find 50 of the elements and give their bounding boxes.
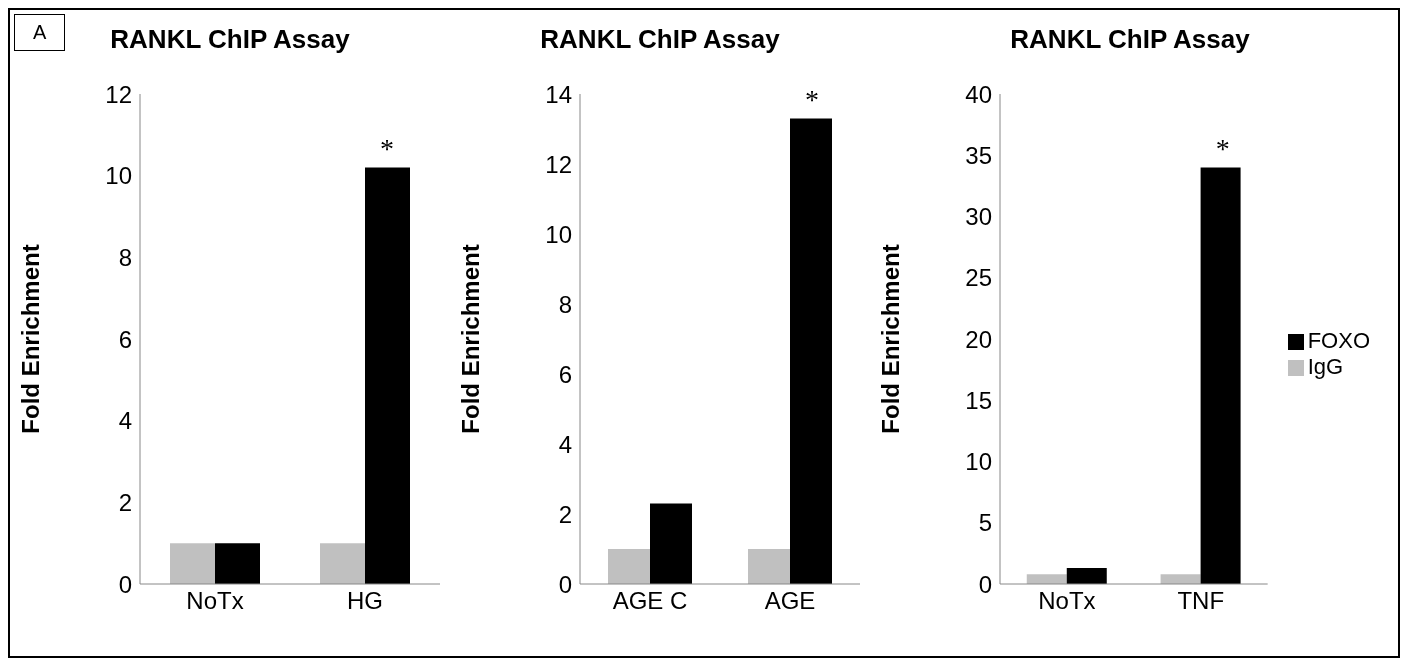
y-tick-label: 40: [965, 80, 992, 108]
chart-title: RANKL ChIP Assay: [1009, 24, 1251, 56]
bar: [1026, 574, 1067, 584]
y-tick-label: 14: [545, 80, 572, 108]
bar: [650, 503, 692, 584]
y-tick-label: 35: [965, 141, 992, 169]
y-tick-label: 0: [118, 570, 132, 598]
y-tick-label: 20: [965, 325, 992, 353]
y-tick-label: 10: [105, 162, 132, 190]
bar: [1160, 574, 1201, 584]
y-tick-label: 15: [965, 386, 992, 414]
x-tick-label: NoTx: [1038, 587, 1096, 615]
y-tick-label: 6: [118, 325, 132, 353]
x-tick-label: AGE: [764, 587, 816, 615]
x-tick-label: NoTx: [186, 587, 244, 615]
y-tick-label: 12: [545, 150, 572, 178]
y-tick-label: 30: [965, 203, 992, 231]
bar: [790, 118, 832, 584]
y-tick-label: 4: [558, 430, 572, 458]
y-tick-label: 12: [105, 80, 132, 108]
y-tick-label: 0: [978, 570, 992, 598]
annotation: *: [805, 83, 819, 115]
x-tick-label: HG: [347, 587, 383, 615]
y-tick-label: 5: [978, 509, 992, 537]
y-tick-label: 0: [558, 570, 572, 598]
bar: [748, 549, 790, 584]
y-tick-label: 6: [558, 360, 572, 388]
y-tick-label: 10: [545, 220, 572, 248]
y-axis-title: Fold Enrichment: [16, 244, 44, 434]
y-tick-label: 8: [118, 243, 132, 271]
x-tick-label: AGE C: [612, 587, 688, 615]
y-tick-label: 4: [118, 407, 132, 435]
chart-title: RANKL ChIP Assay: [539, 24, 781, 56]
y-tick-label: 10: [965, 448, 992, 476]
legend-label: IgG: [1307, 354, 1344, 379]
y-tick-label: 2: [118, 488, 132, 516]
bar: [1200, 167, 1241, 584]
y-axis-title: Fold Enrichment: [456, 244, 484, 434]
y-tick-label: 2: [558, 500, 572, 528]
y-tick-label: 8: [558, 290, 572, 318]
y-tick-label: 25: [965, 264, 992, 292]
chart-title: RANKL ChIP Assay: [110, 24, 350, 54]
x-tick-label: TNF: [1177, 587, 1225, 615]
text: A: [14, 14, 66, 51]
y-axis-title: Fold Enrichment: [876, 244, 904, 434]
annotation: *: [1215, 132, 1230, 164]
annotation: *: [380, 132, 394, 164]
legend-label: FOXO: [1307, 328, 1370, 353]
bar: [608, 549, 650, 584]
bar: [1066, 568, 1107, 584]
